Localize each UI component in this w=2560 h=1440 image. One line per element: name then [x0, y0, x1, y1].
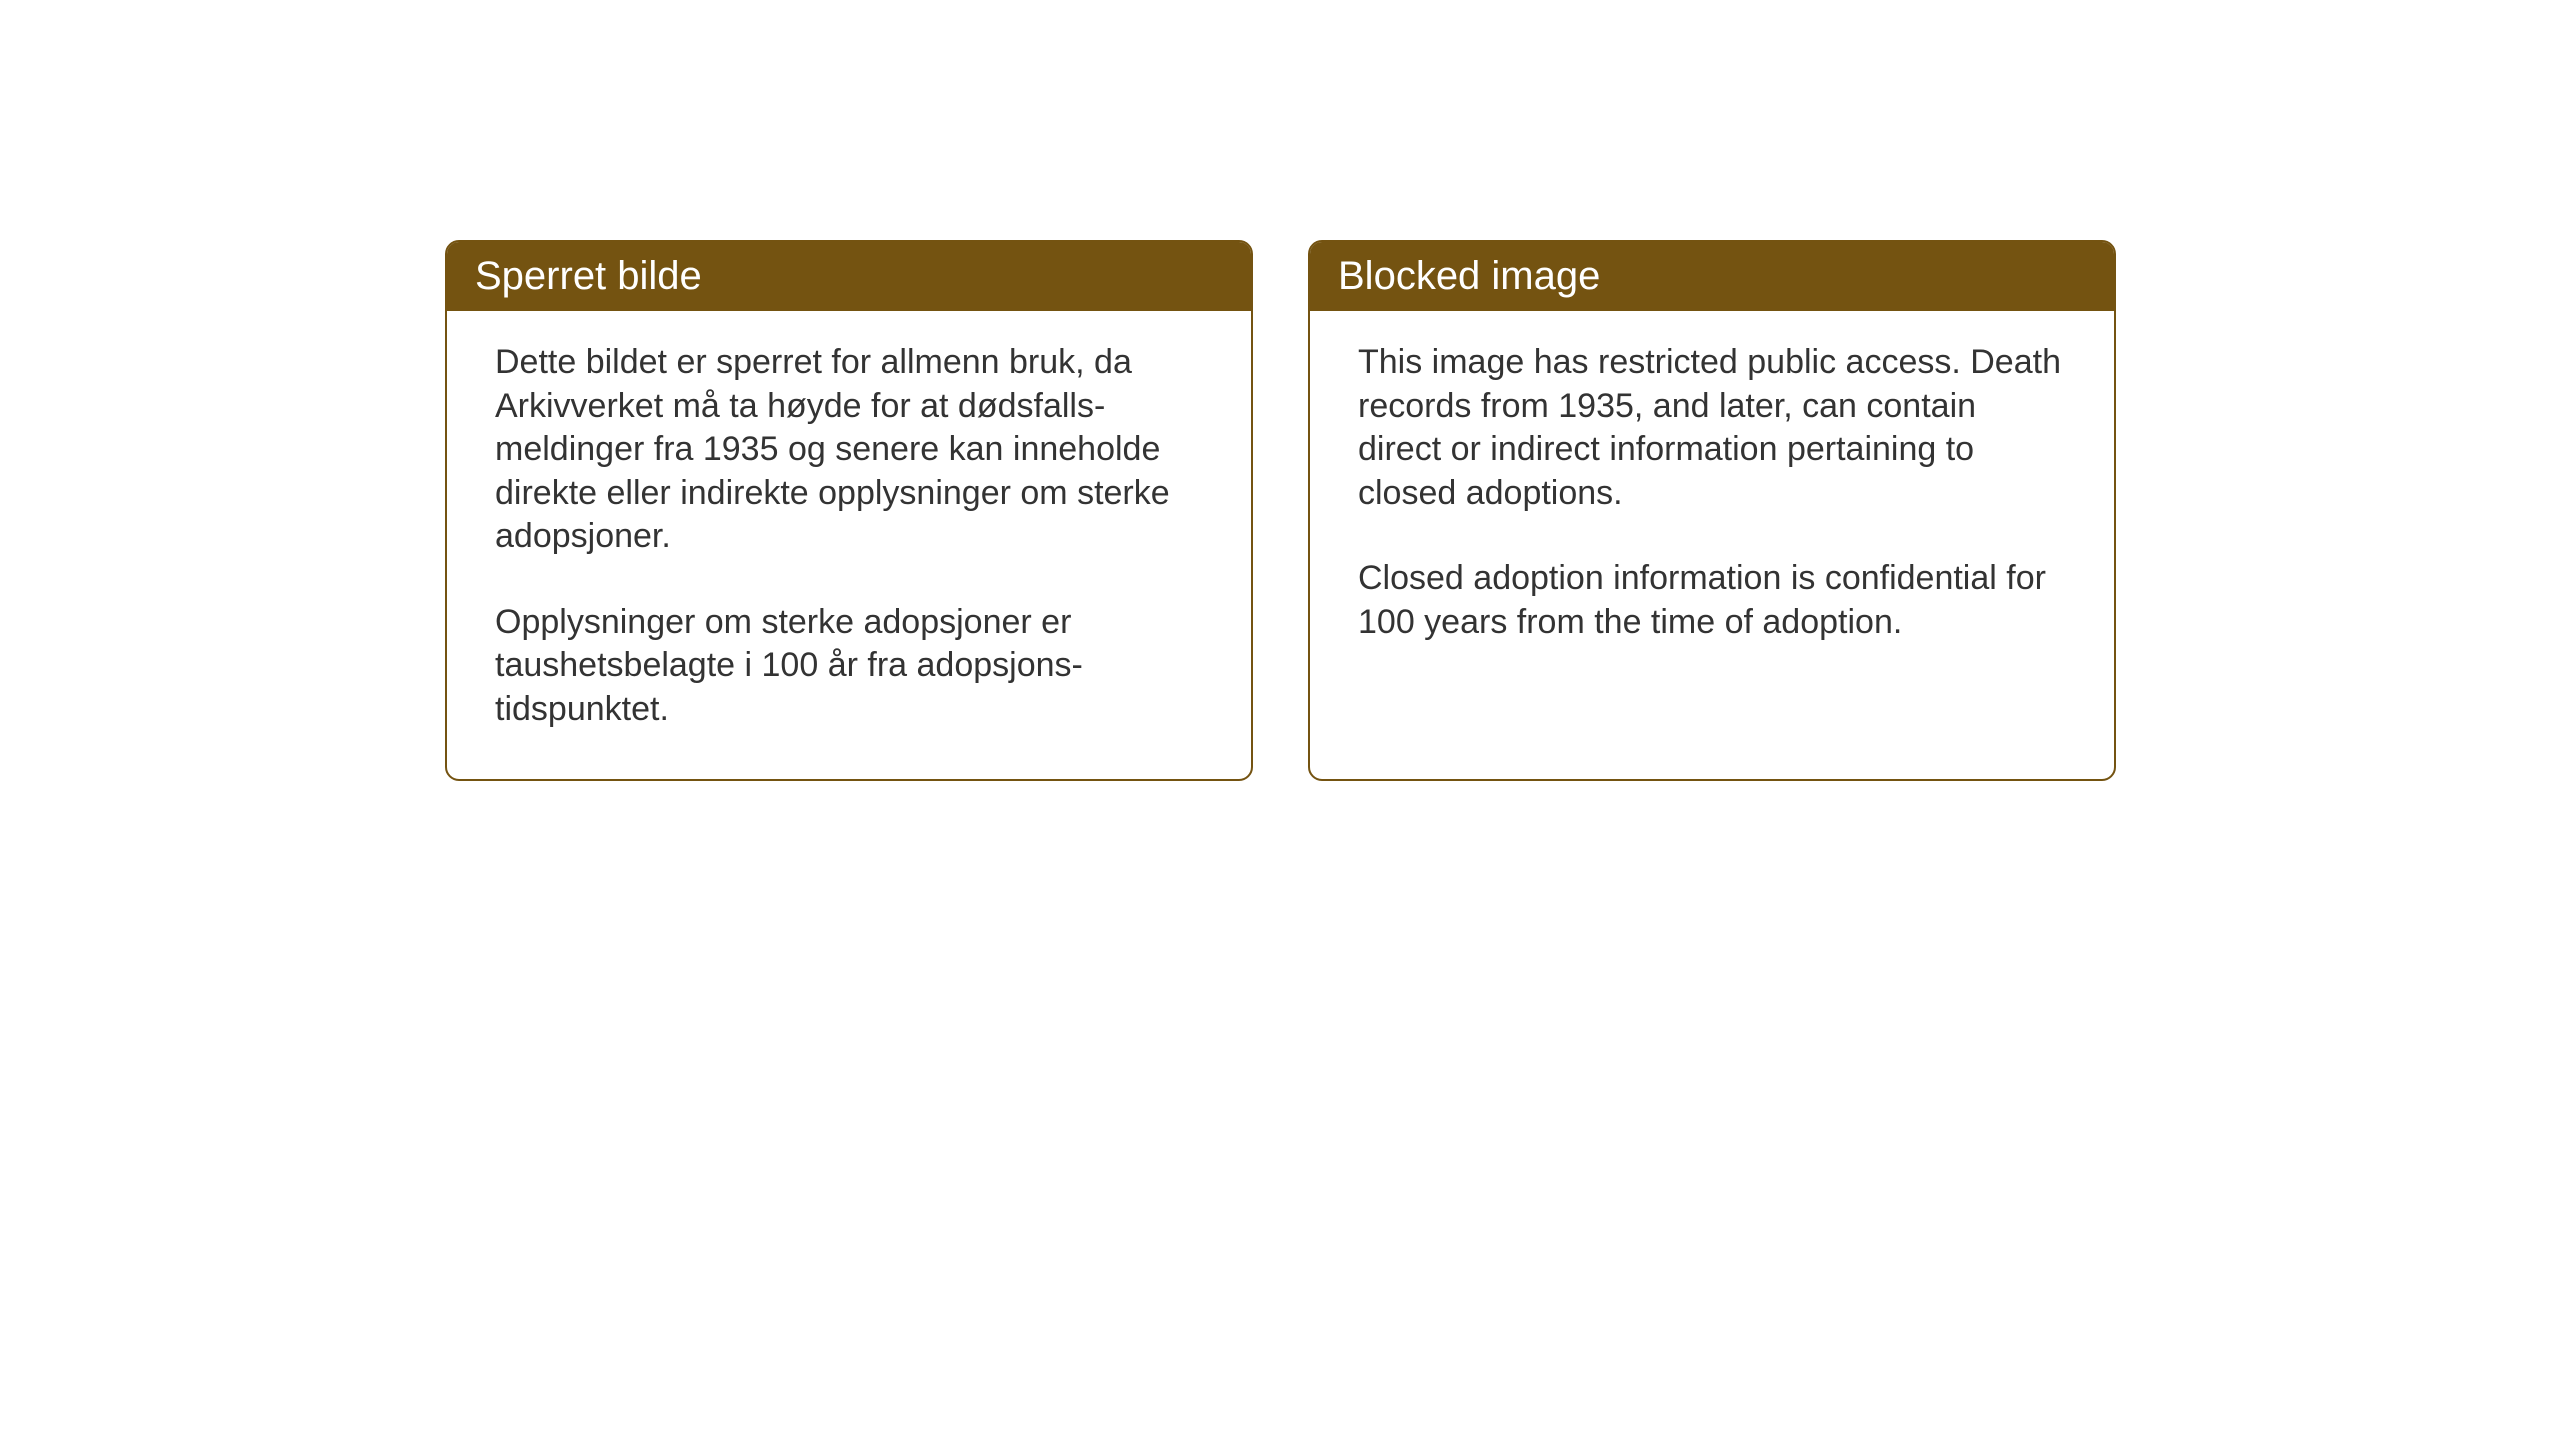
card-title: Blocked image	[1338, 254, 1600, 298]
notice-container: Sperret bilde Dette bildet er sperret fo…	[445, 240, 2116, 781]
card-header-english: Blocked image	[1310, 242, 2114, 311]
paragraph-2: Opplysninger om sterke adopsjoner er tau…	[495, 601, 1203, 732]
card-body-english: This image has restricted public access.…	[1310, 311, 2114, 692]
notice-card-norwegian: Sperret bilde Dette bildet er sperret fo…	[445, 240, 1253, 781]
paragraph-2: Closed adoption information is confident…	[1358, 557, 2066, 644]
card-header-norwegian: Sperret bilde	[447, 242, 1251, 311]
card-title: Sperret bilde	[475, 254, 702, 298]
card-body-norwegian: Dette bildet er sperret for allmenn bruk…	[447, 311, 1251, 779]
paragraph-1: This image has restricted public access.…	[1358, 341, 2066, 515]
notice-card-english: Blocked image This image has restricted …	[1308, 240, 2116, 781]
paragraph-1: Dette bildet er sperret for allmenn bruk…	[495, 341, 1203, 559]
